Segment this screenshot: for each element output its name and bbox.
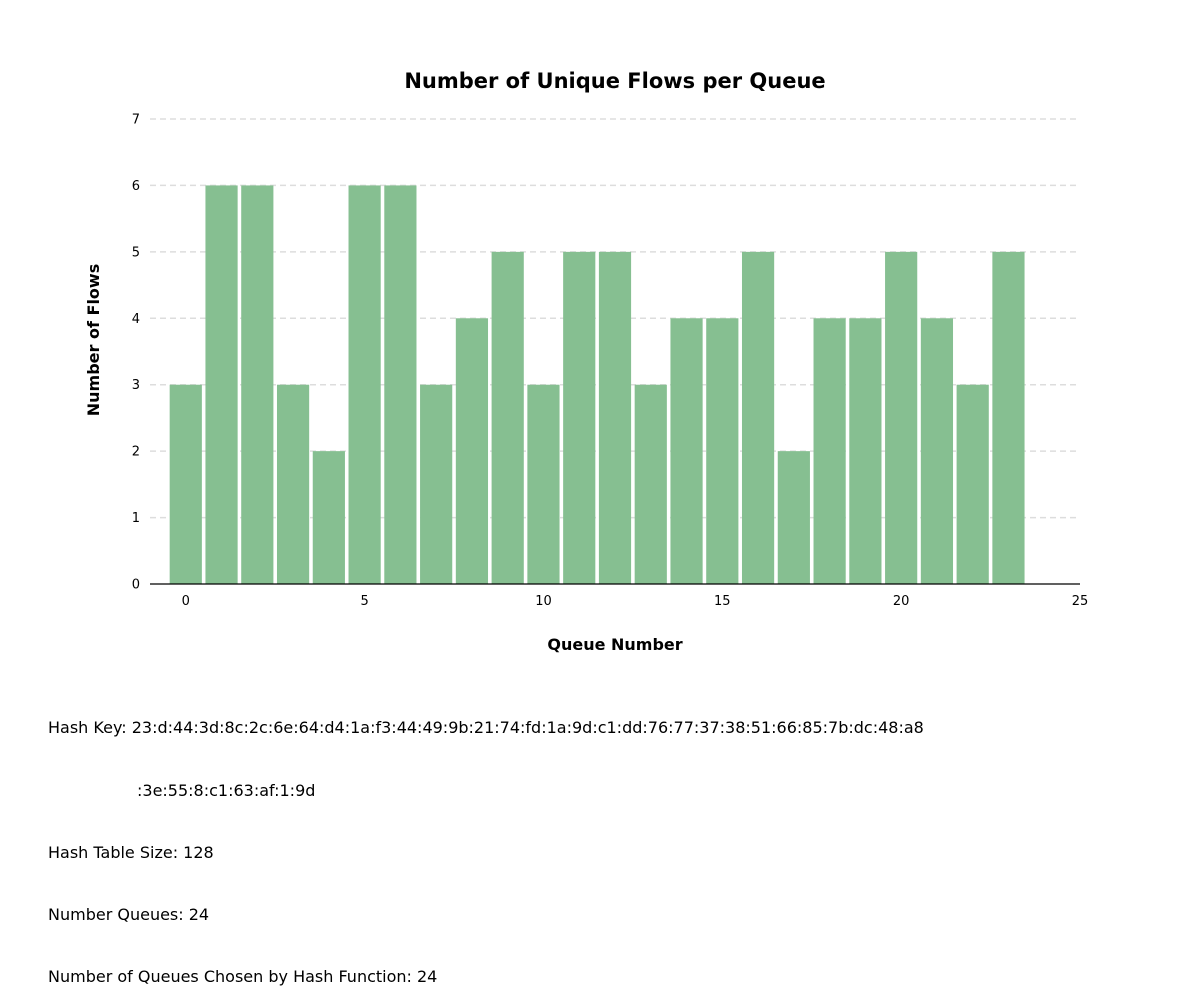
y-axis-label: Number of Flows	[84, 264, 103, 416]
bar	[634, 384, 667, 584]
bar	[491, 251, 524, 584]
bar	[598, 251, 632, 584]
bar	[813, 318, 846, 584]
y-tick-label: 3	[132, 378, 140, 393]
bar	[777, 451, 810, 584]
bar	[312, 451, 345, 584]
bar	[670, 318, 703, 584]
hash-key-value: 23:d:44:3d:8c:2c:6e:64:d4:1a:f3:44:49:9b…	[131, 718, 924, 738]
hash-key-label: Hash Key:	[48, 718, 132, 738]
x-tick-label: 0	[182, 594, 190, 609]
hash-info: Hash Key: 23:d:44:3d:8c:2c:6e:64:d4:1a:f…	[48, 677, 924, 1008]
queues-chosen: Number of Queues Chosen by Hash Function…	[48, 966, 438, 986]
x-tick-label: 5	[360, 594, 368, 609]
y-tick-label: 6	[132, 179, 140, 194]
hash-key-line: Hash Key: 23:d:44:3d:8c:2c:6e:64:d4:1a:f…	[48, 718, 924, 739]
x-tick-label: 15	[714, 594, 731, 609]
bar	[348, 185, 381, 584]
x-tick-label: 10	[535, 594, 552, 609]
bar	[885, 251, 918, 584]
x-tick-labels: 0 5 10 15 20 25	[182, 594, 1089, 609]
bar	[849, 318, 882, 584]
bar	[420, 384, 453, 584]
x-axis-label: Queue Number	[547, 635, 682, 654]
hash-key-continuation: :3e:55:8:c1:63:af:1:9d	[137, 780, 316, 800]
bar	[241, 185, 274, 584]
bar	[992, 251, 1025, 584]
bar	[455, 318, 489, 584]
x-tick-label: 25	[1072, 594, 1089, 609]
chart-title: Number of Unique Flows per Queue	[404, 69, 825, 93]
hash-table-size: Hash Table Size: 128	[48, 842, 214, 862]
bar	[205, 185, 238, 584]
y-tick-label: 1	[132, 511, 140, 526]
bar	[706, 318, 739, 584]
bar	[527, 384, 560, 584]
y-tick-label: 0	[132, 578, 140, 593]
y-tick-label: 2	[132, 445, 140, 460]
bar	[563, 251, 596, 584]
bar	[956, 384, 989, 584]
bar	[741, 251, 775, 584]
y-tick-label: 5	[132, 245, 140, 260]
bar-chart: Number of Unique Flows per Queue 0 1 2 3 4 5 6…	[84, 69, 1089, 654]
bar	[384, 185, 417, 584]
x-tick-label: 20	[893, 594, 910, 609]
bar	[920, 318, 954, 584]
bar	[276, 384, 310, 584]
y-tick-labels: 0 1 2 3 4 5 6 7	[132, 113, 140, 593]
bars	[169, 185, 1025, 584]
number-queues: Number Queues: 24	[48, 904, 210, 924]
y-tick-label: 4	[132, 312, 140, 327]
bar	[169, 384, 202, 584]
y-tick-label: 7	[132, 113, 140, 128]
